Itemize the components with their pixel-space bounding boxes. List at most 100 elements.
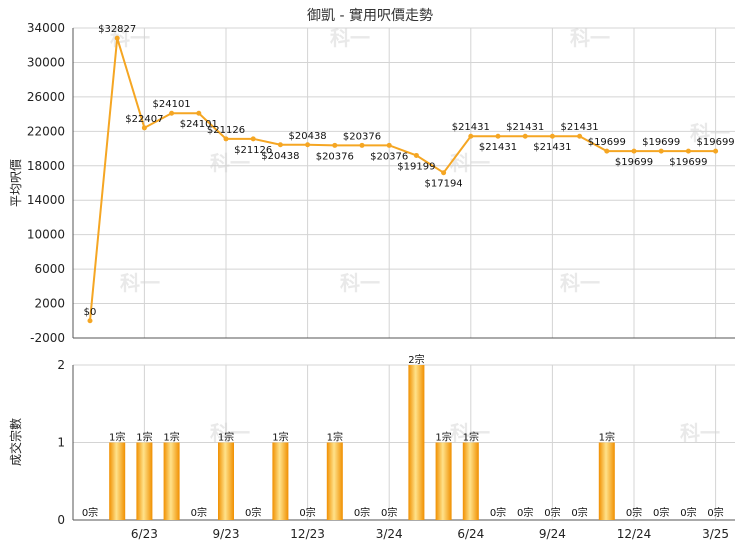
y-tick-label: 2 [57,358,65,372]
transactions-data-label: 0宗 [680,506,696,519]
price-data-label: $24101 [180,119,218,130]
price-point [631,148,637,154]
watermark-text: 科一 [120,271,160,295]
x-tick-label: 9/24 [539,527,566,541]
price-data-label: $21431 [561,122,599,133]
price-point [658,148,664,154]
watermark-text: 科一 [210,421,250,445]
line-chart-y-axis-label: 平均呎價 [9,159,23,207]
price-point [386,142,392,148]
price-series: $0$32827$22407$24101$24101$21126$21126$2… [84,24,735,324]
transactions-data-label: 0宗 [544,506,560,519]
price-data-label: $21431 [533,142,571,153]
y-tick-label: 22000 [27,124,65,138]
price-data-label: $19199 [397,161,435,172]
x-tick-label: 12/24 [617,527,652,541]
transactions-bar [109,442,126,520]
transactions-data-label: 0宗 [653,506,669,519]
transactions-bar [598,442,615,520]
transactions-data-label: 1宗 [327,431,343,444]
transactions-data-label: 1宗 [435,431,451,444]
y-tick-label: 0 [57,513,65,527]
price-point [196,110,202,116]
price-point [169,110,175,116]
price-data-label: $21431 [506,122,544,133]
price-point [685,148,691,154]
line-chart-y-tick-labels: -2000 2000 6000 10000 14000 18000 22000 26000 30… [27,21,65,345]
price-point [114,35,120,41]
watermark-text: 科一 [330,26,370,50]
transactions-data-label: 1宗 [218,431,234,444]
price-data-label: $21126 [207,125,245,136]
price-point [495,133,501,139]
price-data-label: $20438 [261,151,299,162]
y-tick-label: 6000 [34,262,65,276]
transactions-data-label: 2宗 [408,353,424,366]
bar-chart-y-axis-label: 成交宗數 [8,418,23,466]
transactions-data-label: 1宗 [136,431,152,444]
bar-chart-y-tick-labels: 0 1 2 [57,358,65,527]
price-point [522,133,528,139]
y-tick-label: 2000 [34,297,65,311]
transactions-data-label: 1宗 [163,431,179,444]
watermark-text: 科一 [210,151,250,175]
price-point [713,148,719,154]
transactions-data-label: 0宗 [191,506,207,519]
y-tick-label: 26000 [27,90,65,104]
price-point [250,136,256,142]
price-point [577,133,583,139]
price-point [468,133,474,139]
transactions-data-label: 0宗 [82,506,98,519]
transactions-bar [272,442,289,520]
watermark-text: 科一 [690,121,730,145]
transactions-data-label: 1宗 [109,431,125,444]
price-data-label: $20376 [370,151,408,162]
x-tick-label: 6/23 [131,527,158,541]
y-tick-label: 10000 [27,228,65,242]
price-point [604,148,610,154]
line-chart-gridlines [72,27,735,339]
y-tick-label: 14000 [27,193,65,207]
transactions-bar [435,442,452,520]
x-tick-label: 6/24 [457,527,484,541]
transactions-data-label: 0宗 [381,506,397,519]
price-point [441,170,447,176]
price-point [87,318,93,324]
price-data-label: $21431 [452,122,490,133]
transactions-bar [326,442,343,520]
price-data-label: $20438 [289,131,327,142]
price-data-label: $21126 [234,145,272,156]
price-line [89,37,716,321]
price-point [277,142,283,148]
x-tick-label: 3/24 [376,527,403,541]
transactions-bar [462,442,479,520]
transactions-data-label: 1宗 [599,431,615,444]
price-data-label: $22407 [125,114,163,125]
transactions-data-label: 0宗 [245,506,261,519]
price-data-label: $19699 [669,157,707,168]
price-point [413,152,419,158]
transactions-data-label: 0宗 [571,506,587,519]
price-data-label: $21431 [479,142,517,153]
transactions-data-label: 0宗 [626,506,642,519]
chart-title: 御凱 - 實用呎價走勢 [307,7,433,24]
bar-chart-gridlines [72,364,735,521]
y-tick-label: 34000 [27,21,65,35]
transactions-data-label: 1宗 [463,431,479,444]
y-tick-label: 1 [57,436,65,450]
watermark-text: 科一 [570,26,610,50]
price-data-label: $19699 [697,137,735,148]
x-tick-label: 12/23 [290,527,325,541]
price-point [305,142,311,148]
transactions-data-label: 0宗 [490,506,506,519]
price-data-label: $19699 [642,137,680,148]
transactions-data-label: 1宗 [272,431,288,444]
y-tick-label: 18000 [27,159,65,173]
transactions-bar [218,442,234,520]
watermark-text: 科一 [560,271,600,295]
transactions-bar [136,442,153,520]
price-point [223,136,229,142]
